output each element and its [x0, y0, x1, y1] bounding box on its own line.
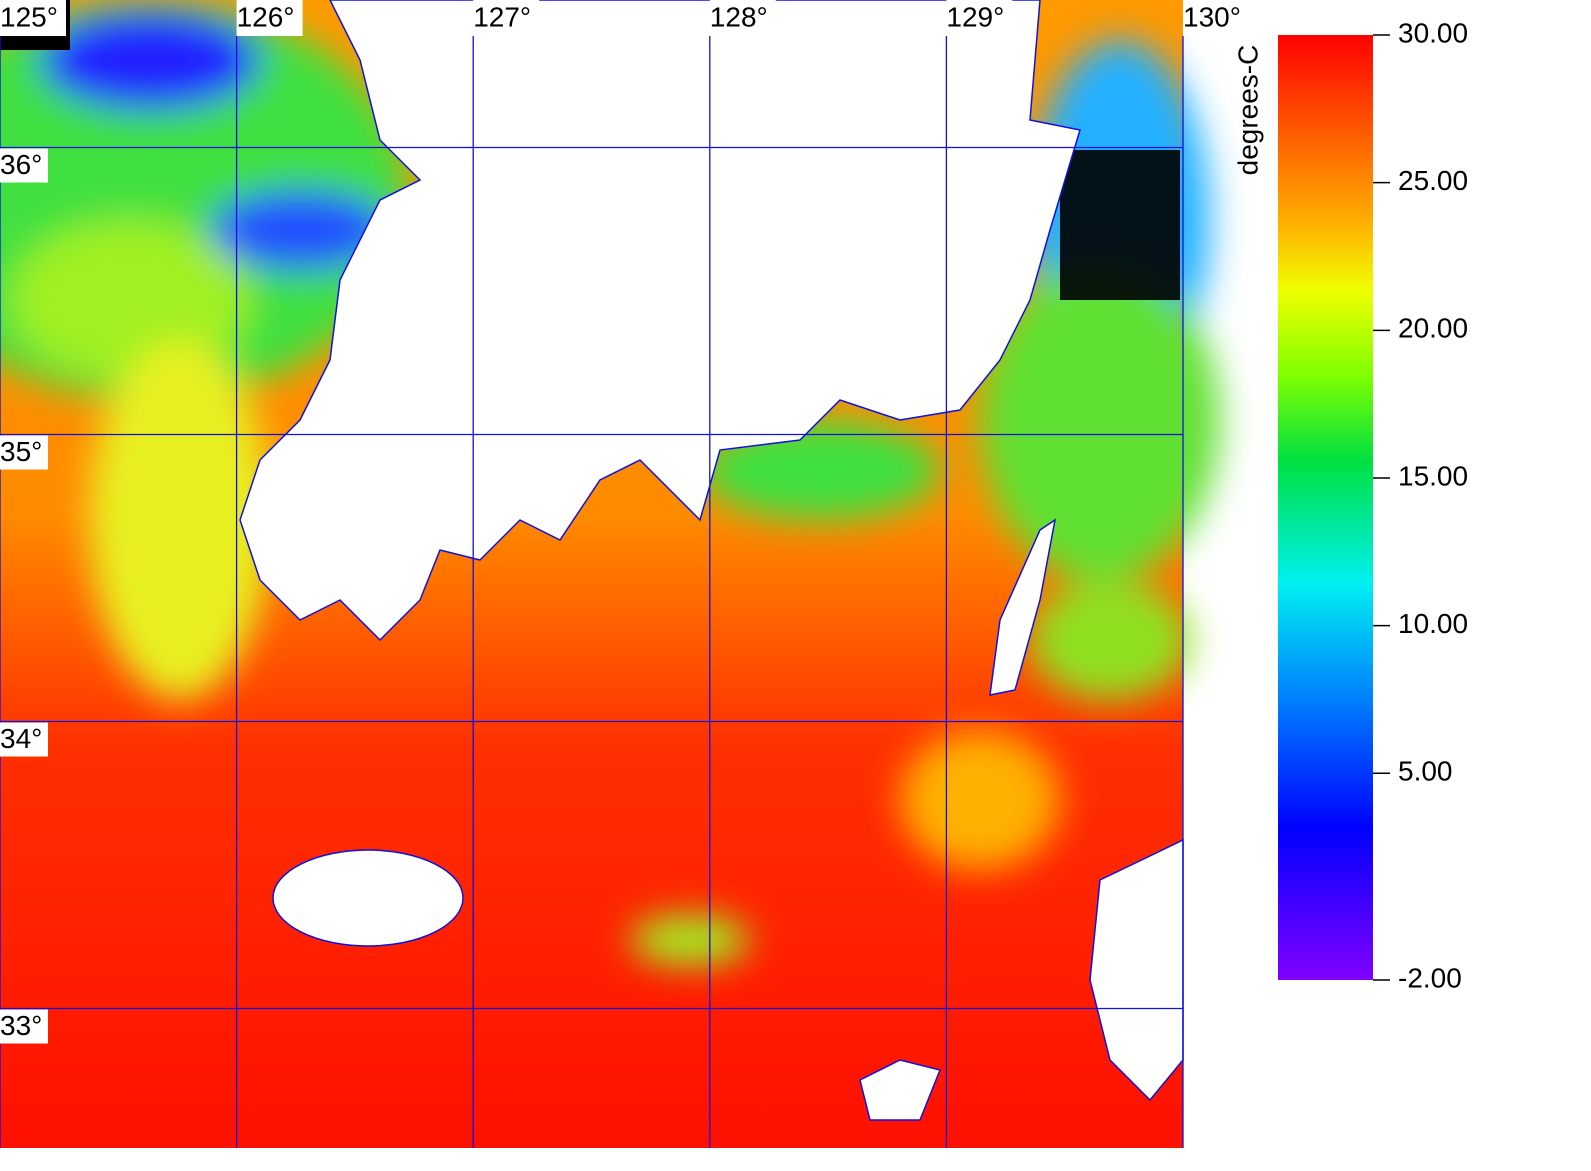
colorbar-tick-label: 15.00 — [1398, 460, 1468, 491]
colorbar-tick-label: 10.00 — [1398, 608, 1468, 639]
lat-label: 35° — [0, 436, 42, 467]
colorbar-title: degrees-C — [1232, 45, 1263, 176]
lon-label: 130° — [1183, 1, 1241, 32]
label-bg — [709, 0, 776, 36]
lon-label: 126° — [237, 1, 295, 32]
colorbar-tick-label: 30.00 — [1398, 17, 1468, 48]
lon-label: 128° — [710, 1, 768, 32]
lon-label: 125° — [0, 1, 58, 32]
label-bg — [0, 722, 48, 757]
lat-label: 36° — [0, 149, 42, 180]
lat-label: 34° — [0, 723, 42, 754]
colorbar — [1278, 35, 1373, 980]
label-bg — [0, 1009, 48, 1044]
land — [239, 0, 1184, 1121]
label-bg — [946, 0, 1013, 36]
label-bg — [0, 148, 48, 183]
lon-label: 127° — [473, 1, 531, 32]
colorbar-tick-label: 25.00 — [1398, 165, 1468, 196]
lon-label: 129° — [946, 1, 1004, 32]
label-bg — [473, 0, 540, 36]
label-bg — [236, 0, 303, 36]
label-bg — [1183, 0, 1249, 36]
lat-label: 33° — [0, 1010, 42, 1041]
label-bg — [0, 435, 48, 470]
label-bg — [0, 0, 66, 36]
colorbar-tick-label: 5.00 — [1398, 756, 1453, 787]
colorbar-tick-label: -2.00 — [1398, 962, 1462, 993]
colorbar-tick-label: 20.00 — [1398, 313, 1468, 344]
